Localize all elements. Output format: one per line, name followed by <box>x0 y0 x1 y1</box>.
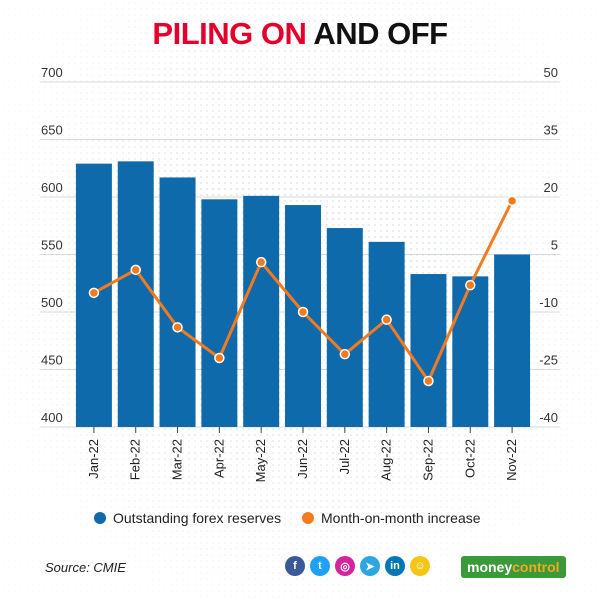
bar <box>368 241 405 427</box>
line-point <box>339 348 351 360</box>
line-point <box>506 195 518 207</box>
line-point <box>381 314 392 325</box>
x-tick-label: Feb-22 <box>128 439 143 480</box>
y-left-tick-label: 400 <box>41 410 63 425</box>
y-right-tick-label: 20 <box>544 180 558 195</box>
y-left-tick-label: 700 <box>41 65 63 80</box>
linkedin-icon[interactable]: in <box>385 556 405 576</box>
bar <box>326 228 363 427</box>
footer: Source: CMIE f t ◎ ➤ in ☺ money control <box>0 548 600 588</box>
x-tick-label: Sep-22 <box>420 439 435 481</box>
line-point <box>255 256 267 268</box>
bar <box>494 254 531 427</box>
title-part-red: PILING ON <box>152 16 307 51</box>
line-point <box>172 322 183 333</box>
social-icons: f t ◎ ➤ in ☺ <box>285 556 430 576</box>
y-right-tick-label: 5 <box>551 238 558 253</box>
moneycontrol-logo: money control <box>461 556 566 578</box>
y-left-tick-label: 550 <box>41 238 63 253</box>
source-note: Source: CMIE <box>45 560 126 575</box>
legend-label-bars: Outstanding forex reserves <box>113 510 281 526</box>
bar <box>159 177 196 427</box>
x-tick-label: Mar-22 <box>170 439 185 480</box>
line-point <box>130 264 141 276</box>
legend-marker-bars <box>94 512 106 524</box>
brand-part1: money <box>467 559 513 575</box>
x-tick-label: Aug-22 <box>379 439 394 481</box>
snapchat-icon[interactable]: ☺ <box>410 556 430 576</box>
line-point <box>465 279 476 291</box>
y-left-tick-label: 500 <box>41 295 63 310</box>
y-right-tick-label: 50 <box>544 65 558 80</box>
title-part-black: AND OFF <box>306 16 448 51</box>
y-right-tick-label: -25 <box>539 353 558 368</box>
y-left-tick-label: 450 <box>41 353 63 368</box>
line-point <box>297 306 309 318</box>
line-point <box>423 375 434 387</box>
y-right-tick-label: -10 <box>539 295 558 310</box>
x-tick-label: Jul-22 <box>337 439 352 474</box>
telegram-icon[interactable]: ➤ <box>360 556 380 576</box>
y-left-tick-label: 600 <box>41 180 63 195</box>
line-point <box>214 352 225 364</box>
bar <box>117 161 154 427</box>
instagram-icon[interactable]: ◎ <box>335 556 355 576</box>
x-tick-label: Nov-22 <box>504 439 519 481</box>
x-tick-label: Jan-22 <box>86 439 101 479</box>
x-tick-label: May-22 <box>253 439 268 482</box>
x-tick-label: Apr-22 <box>211 439 226 478</box>
bar <box>243 195 280 427</box>
chart-title: PILING ON AND OFF <box>0 16 600 52</box>
x-tick-label: Jun-22 <box>295 439 310 479</box>
brand-part2: control <box>512 559 560 575</box>
legend-marker-line <box>302 512 314 524</box>
line-point <box>88 287 100 299</box>
y-left-tick-label: 650 <box>41 123 63 138</box>
y-right-tick-label: 35 <box>544 123 558 138</box>
bar <box>452 276 489 427</box>
x-tick-label: Oct-22 <box>462 439 477 478</box>
facebook-icon[interactable]: f <box>285 556 305 576</box>
twitter-icon[interactable]: t <box>310 556 330 576</box>
y-right-tick-label: -40 <box>539 410 558 425</box>
bar <box>201 199 238 427</box>
legend-label-line: Month-on-month increase <box>321 510 481 526</box>
